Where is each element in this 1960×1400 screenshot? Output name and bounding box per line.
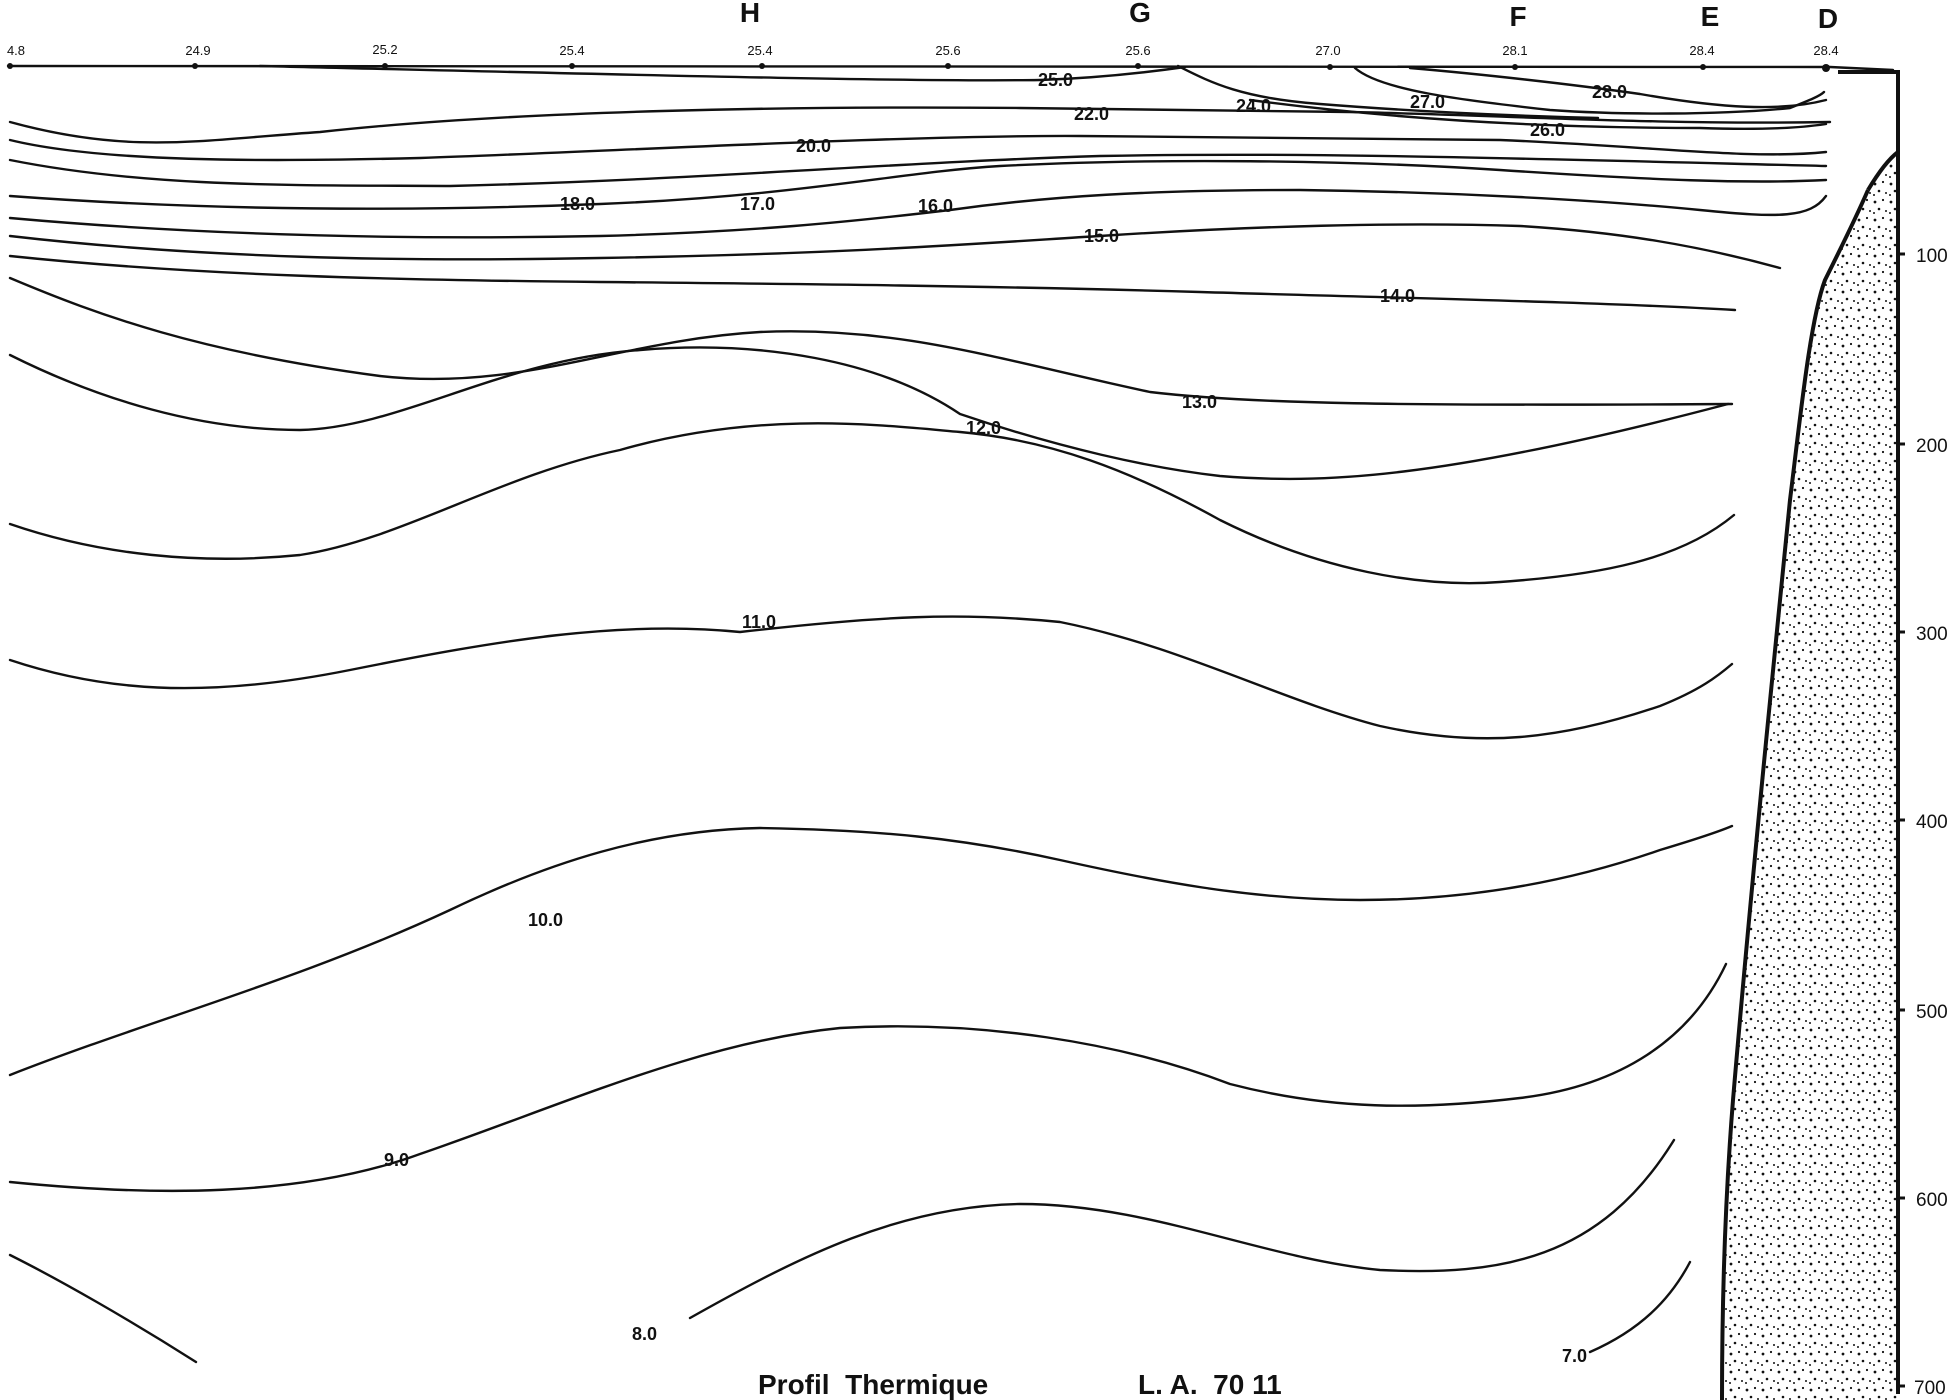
station-dot — [1135, 63, 1141, 69]
continental-slope — [1720, 150, 1900, 1400]
depth-tick-label: 600 — [1916, 1190, 1948, 1211]
station-letter-d: D — [1818, 3, 1838, 34]
isotherm-label: 26.0 — [1530, 120, 1565, 140]
slope-boundary — [1720, 189, 1870, 1400]
isotherm-8-deep — [688, 1138, 1676, 1320]
depth-tick-label: 700 — [1914, 1378, 1946, 1399]
isotherm-25 — [258, 64, 1187, 82]
sea-surface-line — [6, 64, 1895, 72]
surface-temp-label: 28.4 — [1689, 43, 1714, 58]
station-letter-e: E — [1701, 1, 1720, 32]
surface-temp-label: 4.8 — [7, 43, 25, 58]
depth-axis-ticks — [1898, 252, 1905, 1388]
station-letter-f: F — [1509, 1, 1526, 32]
station-dot — [1512, 64, 1518, 70]
isotherm-28 — [1408, 66, 1828, 109]
station-dot — [1822, 64, 1830, 72]
isotherm-labels: 25.0 24.0 27.0 28.0 22.0 20.0 26.0 18.0 … — [384, 70, 1627, 1366]
surface-temp-label: 25.2 — [372, 42, 397, 57]
isotherm-14 — [8, 254, 1737, 312]
depth-tick-label: 500 — [1916, 1002, 1948, 1023]
isotherm-16 — [8, 188, 1828, 239]
depth-axis-line — [1838, 70, 1900, 1394]
surface-temp-label: 27.0 — [1315, 43, 1340, 58]
isotherm-8 — [8, 962, 1728, 1193]
depth-tick-label: 400 — [1916, 812, 1948, 833]
caption-code: L. A. 70 11 — [1138, 1369, 1282, 1400]
isotherm-label: 17.0 — [740, 194, 775, 214]
isotherms — [8, 64, 1832, 1364]
isotherm-15 — [8, 223, 1782, 270]
depth-axis: 100 200 300 400 500 600 700 — [1838, 70, 1948, 1399]
surface-temp-label: 25.6 — [935, 43, 960, 58]
surface-temp-label: 28.4 — [1813, 43, 1838, 58]
isotherm-26 — [1248, 98, 1828, 130]
isotherm-20 — [8, 134, 1828, 162]
isotherm-label: 25.0 — [1038, 70, 1073, 90]
isotherm-label: 22.0 — [1074, 104, 1109, 124]
isotherm-10 — [8, 615, 1734, 740]
depth-tick-label: 300 — [1916, 624, 1948, 645]
surface-temp-label: 25.4 — [747, 43, 772, 58]
isotherm-24 — [1176, 64, 1600, 120]
isotherm-label: 10.0 — [528, 910, 563, 930]
isotherm-11 — [8, 422, 1736, 585]
isotherm-label: 7.0 — [1562, 1346, 1587, 1366]
isotherm-label: 11.0 — [742, 612, 776, 632]
isotherm-label: 8.0 — [632, 1324, 657, 1344]
isotherm-9 — [8, 824, 1734, 1077]
slope-top-edge — [1866, 150, 1900, 192]
station-letters: H G F E D — [740, 0, 1838, 34]
station-letter-g: G — [1129, 0, 1151, 28]
station-dot — [759, 63, 765, 69]
caption-title: Profil Thermique — [758, 1369, 988, 1400]
isotherm-13 — [8, 276, 1734, 406]
isotherm-label: 15.0 — [1084, 226, 1119, 246]
station-dot — [569, 63, 575, 69]
isotherm-label: 28.0 — [1592, 82, 1627, 102]
isotherm-7-deep — [1588, 1260, 1692, 1354]
surface-temp-label: 24.9 — [185, 43, 210, 58]
depth-tick-label: 200 — [1916, 436, 1948, 457]
isotherm-label: 20.0 — [796, 136, 831, 156]
isotherm-17 — [8, 159, 1828, 210]
isotherm-label: 13.0 — [1182, 392, 1217, 412]
station-letter-h: H — [740, 0, 760, 28]
station-dot — [192, 63, 198, 69]
isotherm-label: 18.0 — [560, 194, 595, 214]
isotherm-label: 24.0 — [1236, 96, 1271, 116]
isotherm-label: 27.0 — [1410, 92, 1445, 112]
isotherm-label: 12.0 — [966, 418, 1001, 438]
surface-temperatures: 4.8 24.9 25.2 25.4 25.4 25.6 25.6 27.0 2… — [7, 42, 1839, 58]
isotherm-12 — [8, 346, 1730, 481]
depth-tick-label: 100 — [1916, 246, 1948, 267]
isotherm-label: 16.0 — [918, 196, 953, 216]
station-dot — [1327, 64, 1333, 70]
isotherm-label: 9.0 — [384, 1150, 409, 1170]
isotherm-7 — [8, 1253, 198, 1364]
station-dot — [945, 63, 951, 69]
surface-line — [6, 63, 1895, 72]
figure-caption: Profil Thermique L. A. 70 11 — [758, 1369, 1282, 1400]
isotherm-label: 14.0 — [1380, 286, 1415, 306]
isotherm-18 — [8, 153, 1828, 188]
surface-temp-label: 28.1 — [1502, 43, 1527, 58]
isotherm-22 — [8, 106, 1832, 144]
station-dot — [7, 63, 13, 69]
surface-temp-label: 25.6 — [1125, 43, 1150, 58]
station-dot — [382, 63, 388, 69]
slope-fill — [1722, 160, 1898, 1400]
station-dot — [1700, 64, 1706, 70]
surface-temp-label: 25.4 — [559, 43, 584, 58]
